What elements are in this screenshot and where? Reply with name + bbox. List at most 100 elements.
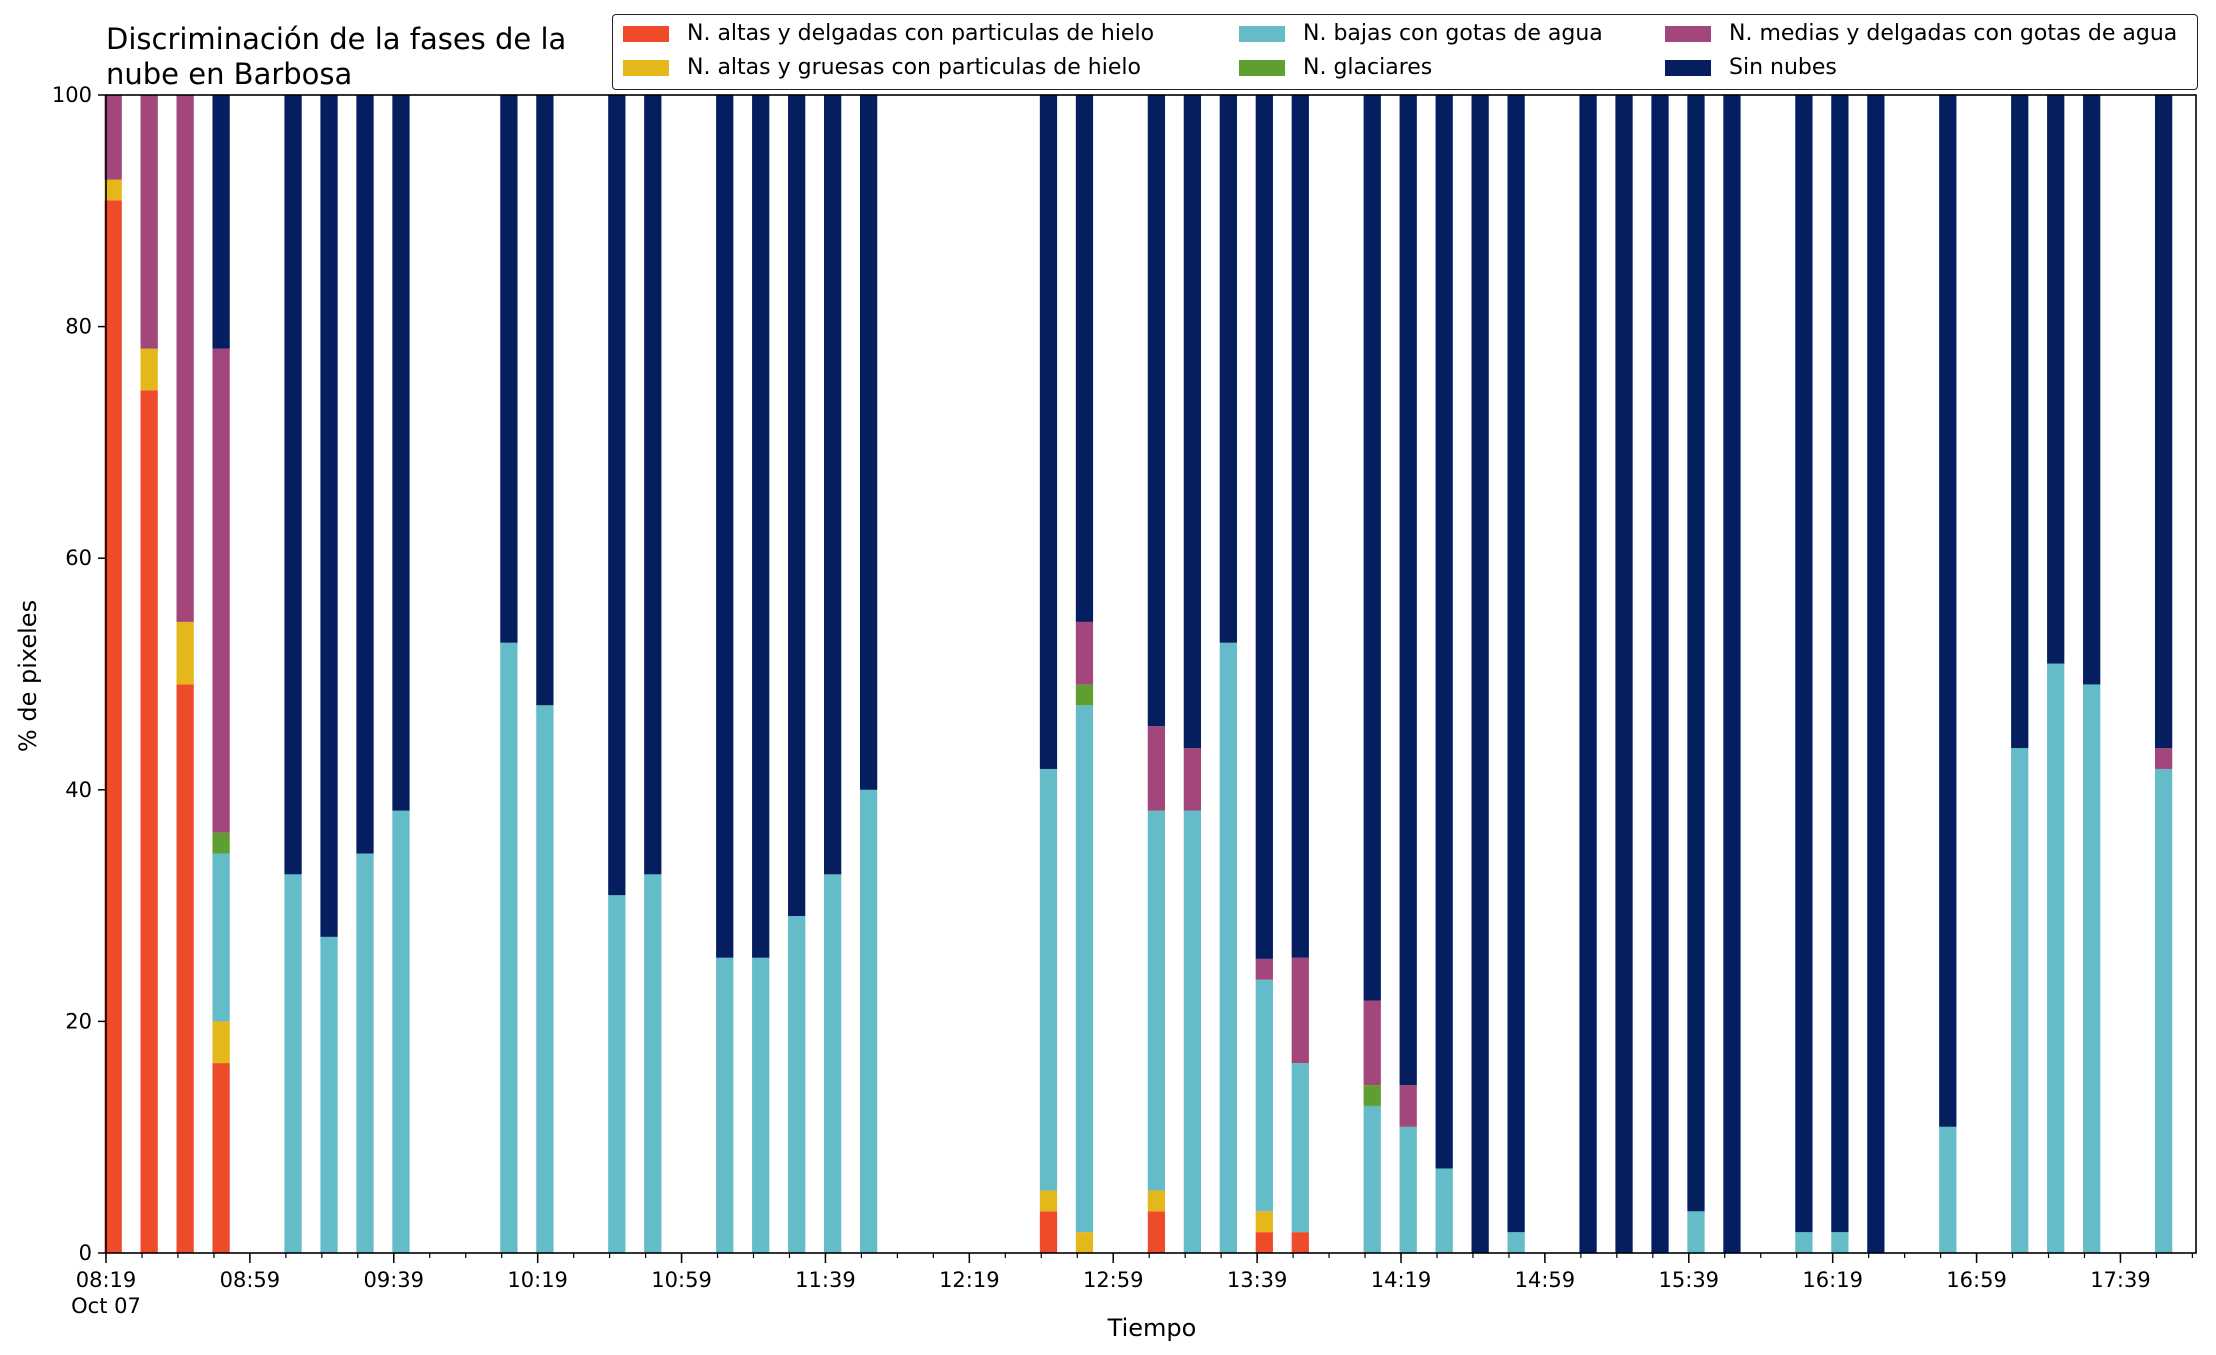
y-tick-label: 80	[65, 315, 92, 339]
legend-item-glaciares: N. glaciares	[1239, 55, 1432, 80]
legend-label: N. bajas con gotas de agua	[1303, 21, 1603, 46]
bar-segment	[500, 95, 518, 643]
bar-segment	[2047, 663, 2065, 1253]
x-tick-label: 14:59	[1515, 1268, 1576, 1292]
x-tick-label: 08:19	[76, 1268, 137, 1292]
bar-segment	[859, 95, 878, 790]
bar-segment	[716, 95, 734, 958]
bar-segment	[1507, 1232, 1525, 1253]
legend-label: N. medias y delgadas con gotas de agua	[1729, 21, 2178, 46]
bar-segment	[1831, 95, 1849, 1233]
bar-segment	[1579, 95, 1597, 1253]
chart-title: Discriminación de la fases de la nube en…	[106, 22, 567, 91]
bar-segment	[536, 705, 554, 1253]
bar-segment	[1255, 979, 1273, 1212]
bar-segment	[2083, 95, 2101, 685]
legend-swatch	[623, 25, 669, 42]
bar-segment	[1471, 95, 1489, 1253]
bar-segment	[2011, 748, 2029, 1253]
bar-segment	[1399, 1085, 1417, 1127]
legend-label: N. altas y delgadas con particulas de hi…	[687, 21, 1155, 46]
bar-segment	[1435, 1168, 1453, 1253]
bar-segment	[1687, 1211, 1705, 1253]
bar-segment	[320, 936, 338, 1253]
x-tick-label: 14:19	[1371, 1268, 1432, 1292]
bar-segment	[1291, 957, 1309, 1064]
bar-segment	[752, 95, 770, 958]
bar-segment	[2154, 768, 2173, 1253]
bar-segment	[1075, 621, 1094, 685]
bar-segment	[356, 853, 374, 1253]
legend-label: Sin nubes	[1729, 55, 1837, 80]
bar-segment	[1291, 1232, 1309, 1253]
legend-item-altas-gruesas: N. altas y gruesas con particulas de hie…	[623, 55, 1141, 80]
bar-segment	[176, 95, 194, 622]
bar-segment	[859, 789, 878, 1253]
bar-segment	[1039, 95, 1058, 769]
bar-segment	[1723, 95, 1741, 1253]
bar-segment	[212, 832, 230, 854]
x-tick-label: 15:39	[1659, 1268, 1720, 1292]
bar-segment	[1039, 768, 1058, 1191]
x-tick-label: 12:59	[1083, 1268, 1144, 1292]
legend-swatch	[1239, 25, 1285, 42]
y-tick-label: 0	[79, 1241, 92, 1265]
legend-label: N. altas y gruesas con particulas de hie…	[687, 55, 1141, 80]
legend-label: N. glaciares	[1303, 55, 1433, 80]
bar-segment	[500, 642, 518, 1253]
bar-segment	[1183, 95, 1202, 749]
bar-segment	[2154, 748, 2173, 769]
bar-segment	[1039, 1190, 1058, 1212]
bar-segment	[1363, 1105, 1381, 1253]
legend-swatch	[623, 59, 669, 76]
bar-segment	[176, 684, 194, 1253]
legend-swatch	[1239, 59, 1285, 76]
bar-segment	[1075, 684, 1094, 706]
bar-segment	[1147, 1211, 1166, 1253]
bar-segment	[1831, 1232, 1849, 1253]
bar-segment	[1219, 95, 1237, 643]
bar-segment	[536, 95, 554, 706]
y-tick-label: 100	[52, 83, 92, 107]
legend-item-medias: N. medias y delgadas con gotas de agua	[1665, 21, 2177, 46]
bar-segment	[1075, 95, 1094, 622]
bar-segment	[140, 348, 158, 391]
bar-segment	[2083, 684, 2101, 1253]
x-tick-label: 16:59	[1946, 1268, 2007, 1292]
bar-segment	[824, 874, 842, 1253]
y-tick-label: 40	[65, 778, 92, 802]
x-tick-label: 11:39	[795, 1268, 856, 1292]
legend-swatch	[1665, 59, 1711, 76]
bar-segment	[212, 95, 230, 349]
bar-segment	[1615, 95, 1633, 1253]
bar-segment	[176, 621, 194, 685]
bar-segment	[356, 95, 374, 854]
bar-segment	[320, 95, 338, 937]
bar-segment	[1291, 1063, 1309, 1233]
bar-segment	[788, 916, 806, 1253]
bar-segment	[104, 200, 122, 1253]
bar-segment	[212, 853, 230, 1022]
bar-segment	[2011, 95, 2029, 749]
y-axis-label: % de pixeles	[14, 600, 42, 752]
bar-segment	[788, 95, 806, 917]
bar-segment	[140, 95, 158, 349]
bar-segment	[644, 95, 662, 875]
bar-segment	[1255, 1232, 1273, 1253]
x-tick-label: 17:39	[2090, 1268, 2151, 1292]
bar-segment	[104, 179, 122, 201]
bar-segment	[1399, 1126, 1417, 1253]
bar-segment	[212, 348, 230, 833]
bar-segment	[824, 95, 842, 875]
x-tick-label: 12:19	[939, 1268, 1000, 1292]
bar-segment	[1147, 95, 1166, 727]
x-tick-label: 10:59	[651, 1268, 712, 1292]
bar-segment	[1183, 810, 1202, 1253]
plot-frame	[105, 94, 2197, 1254]
x-tick-label: 16:19	[1802, 1268, 1863, 1292]
bar-segment	[752, 957, 770, 1253]
bar-segment	[1795, 1232, 1813, 1253]
bar-segment	[608, 95, 626, 896]
bar-segment	[1147, 810, 1166, 1191]
